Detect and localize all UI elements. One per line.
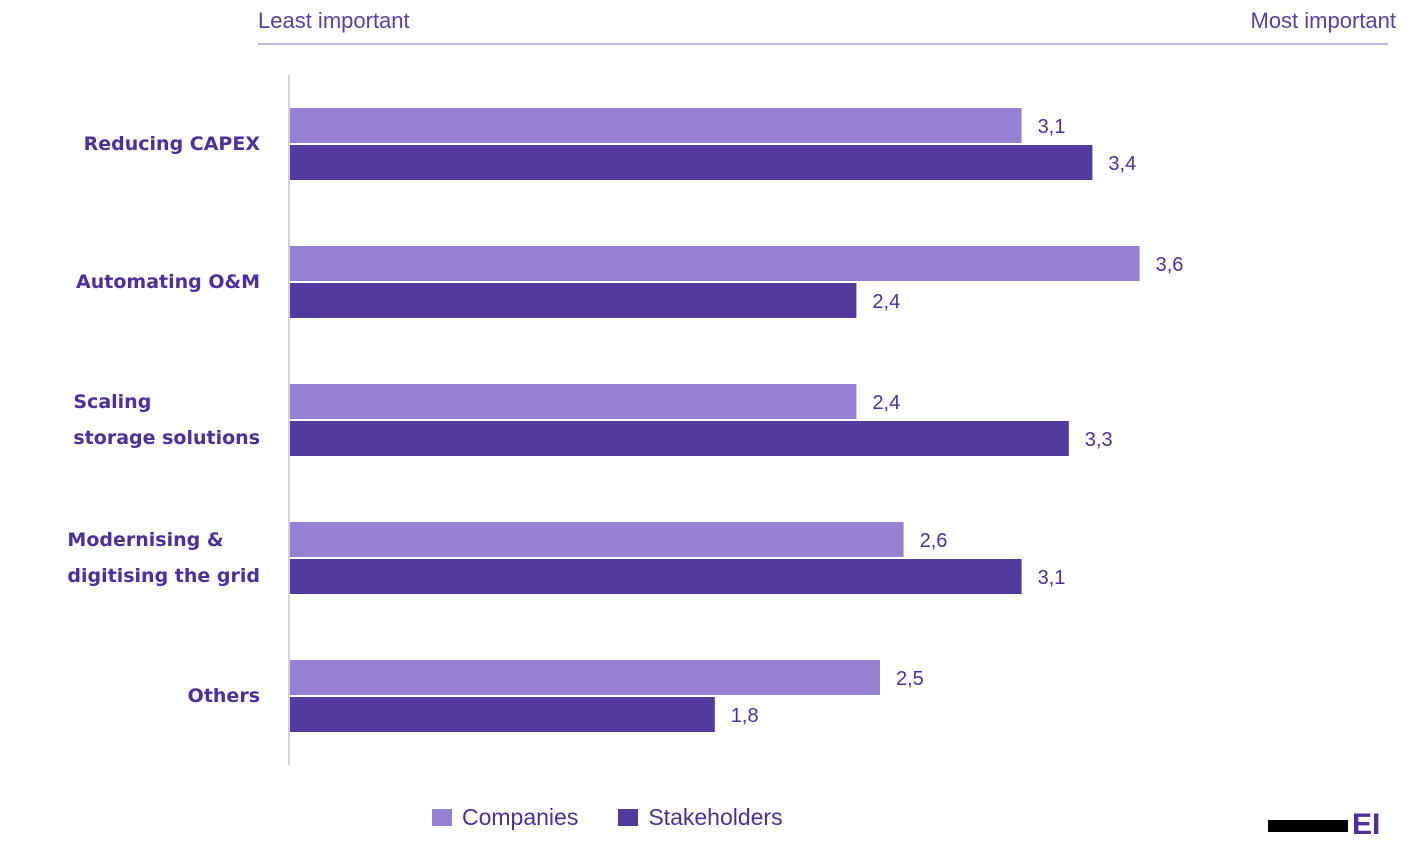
category-label-line: Scaling <box>73 391 152 413</box>
scale-min-label: Least important <box>258 8 410 33</box>
y-axis <box>288 75 290 765</box>
data-label-stakeholders-4: 1,8 <box>731 705 759 727</box>
scale-max-label: Most important <box>1250 8 1397 33</box>
data-label-companies-4: 2,5 <box>896 668 924 690</box>
data-label-companies-0: 3,1 <box>1038 116 1066 138</box>
bar-companies-0 <box>290 108 1022 143</box>
bar-companies-1 <box>290 246 1140 281</box>
legend-label-stakeholders: Stakeholders <box>648 803 783 830</box>
legend-item-companies: Companies <box>432 804 578 831</box>
legend-item-stakeholders: Stakeholders <box>618 803 783 831</box>
legend-swatch-stakeholders <box>618 808 639 826</box>
category-label: Modernising & digitising the grid <box>67 522 260 594</box>
data-label-companies-2: 2,4 <box>872 392 900 414</box>
bar-stakeholders-4 <box>290 697 715 732</box>
category-label: Automating O&M <box>76 264 260 300</box>
scale-line <box>258 43 1388 45</box>
bar-companies-2 <box>290 384 857 419</box>
data-label-stakeholders-1: 2,4 <box>872 291 900 313</box>
category-label-line: storage solutions <box>73 427 260 449</box>
bar-stakeholders-0 <box>290 145 1093 180</box>
data-label-stakeholders-3: 3,1 <box>1038 567 1066 589</box>
legend-swatch-companies <box>432 808 452 826</box>
bar-companies-4 <box>290 660 880 695</box>
category-label: Others <box>188 678 260 714</box>
logo-text: EI <box>1352 808 1381 841</box>
logo-bar <box>1268 820 1348 832</box>
data-label-companies-1: 3,6 <box>1156 254 1184 276</box>
category-label: Scaling storage solutions <box>73 384 260 456</box>
data-label-companies-3: 2,6 <box>920 530 948 552</box>
category-label-line: Automating O&M <box>76 271 260 293</box>
category-label-line: Reducing CAPEX <box>83 133 260 155</box>
data-label-stakeholders-0: 3,4 <box>1108 153 1136 175</box>
bar-stakeholders-1 <box>290 283 857 318</box>
data-label-stakeholders-2: 3,3 <box>1085 429 1113 451</box>
category-label-line: Others <box>187 685 260 707</box>
category-label-line: Modernising & <box>67 529 224 551</box>
category-label: Reducing CAPEX <box>84 126 260 162</box>
category-label-line: digitising the grid <box>67 565 260 587</box>
legend-label-companies: Companies <box>462 803 579 830</box>
legend: Companies Stakeholders <box>432 802 783 832</box>
bar-stakeholders-2 <box>290 421 1069 456</box>
bar-companies-3 <box>290 522 904 557</box>
bar-stakeholders-3 <box>290 559 1022 594</box>
